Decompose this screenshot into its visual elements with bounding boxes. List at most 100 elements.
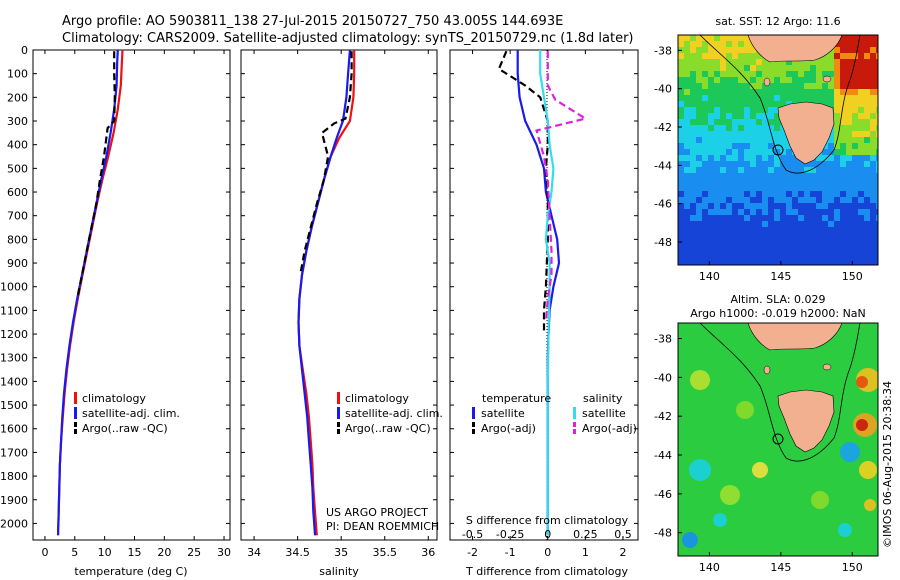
sst-cell [732,137,739,144]
sst-cell [750,167,757,174]
sla-blob [736,401,754,419]
difference-axes-box [449,49,639,541]
sst-cell [828,209,835,216]
sst-cell [774,221,781,228]
sst-cell [876,185,878,192]
temperature-lines [56,50,124,536]
sst-cell [738,209,745,216]
sst-cell [732,47,739,54]
sst-cell [810,215,817,222]
sst-cell [702,221,709,228]
sst-cell [780,245,787,252]
sst-cell [810,245,817,252]
sst-cell [828,203,835,210]
legend-label-t-argo: Argo(-adj) [481,422,536,435]
sst-cell [828,131,835,138]
sst-cell [678,41,685,48]
sst-cell [804,233,811,240]
sst-cell [750,107,757,114]
sst-cell [780,191,787,198]
sst-cell [714,149,721,156]
sst-cell [780,143,787,150]
sst-cell [780,89,787,96]
sst-cell [774,251,781,258]
sst-cell [828,143,835,150]
sst-cell [774,227,781,234]
series-line-argo-adj- [497,50,549,335]
sst-cell [828,239,835,246]
depth-tick-label: 100 [7,68,28,81]
sst-cell [858,191,865,198]
sst-cell [876,53,878,60]
sst-cell [684,161,691,168]
sst-cell [876,263,878,265]
sst-cell [720,131,727,138]
sst-cell [768,137,775,144]
sst-cell [720,215,727,222]
depth-tick-label: 1400 [0,375,28,388]
sst-cell [846,251,853,258]
sst-cell [852,125,859,132]
sst-cell [726,137,733,144]
depth-tick-label: 2000 [0,517,28,530]
sst-cell [756,113,763,120]
sst-cell [744,65,751,72]
sst-cell [738,137,745,144]
sst-cell [738,203,745,210]
sst-cell [768,197,775,204]
sst-cell [726,185,733,192]
sst-cell [834,77,841,84]
sst-cell [678,203,685,210]
sst-cell [756,65,763,72]
sst-cell [840,191,847,198]
sst-cell [702,71,709,78]
sst-cell [774,65,781,72]
sst-cell [834,101,841,108]
sst-cell [702,125,709,132]
x-tick-label: 35.5 [372,546,397,559]
sst-cell [828,197,835,204]
sst-cell [678,209,685,216]
sst-cell [762,161,769,168]
sst-cell [840,53,847,60]
sst-cell [780,209,787,216]
sst-cell [876,101,878,108]
sst-cell [714,83,721,90]
sst-cell [702,239,709,246]
sst-cell [846,143,853,150]
sst-cell [846,35,853,42]
sst-cell [702,173,709,180]
sla-map-title-line2: Argo h1000: -0.019 h2000: NaN [690,307,866,320]
salinity-legend: climatology satellite-adj. clim. Argo(..… [337,392,443,435]
sst-cell [876,209,878,216]
sst-cell [678,155,685,162]
sst-cell [870,35,877,42]
sst-cell [750,83,757,90]
map-x-tick-label: 150 [842,561,863,574]
map-x-tick-label: 150 [842,270,863,283]
sst-cell [702,203,709,210]
sst-cell [792,77,799,84]
sst-cell [762,143,769,150]
sst-cell [744,257,751,264]
sst-cell [684,143,691,150]
sst-cell [852,257,859,264]
sst-cell [696,209,703,216]
sst-cell [756,89,763,96]
sst-cell [804,59,811,66]
sst-cell [696,161,703,168]
sst-cell [876,215,878,222]
sst-cell [768,143,775,150]
sst-cell [840,233,847,240]
sst-cell [756,245,763,252]
sst-cell [720,149,727,156]
x-tick-label: 35 [334,546,348,559]
sst-cell [858,149,865,156]
sst-cell [684,35,691,42]
sst-cell [786,197,793,204]
sst-cell [798,251,805,258]
sst-cell [738,221,745,228]
sst-cell [756,221,763,228]
sst-cell [714,239,721,246]
sst-cell [678,59,685,66]
